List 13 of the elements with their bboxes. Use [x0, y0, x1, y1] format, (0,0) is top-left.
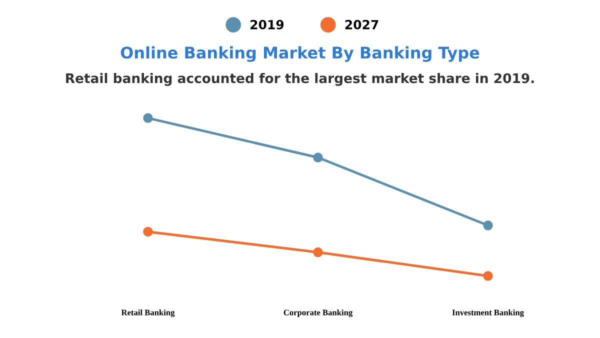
x-tick-label: Corporate Banking — [284, 309, 353, 318]
point — [143, 226, 153, 237]
legend-label: 2019 — [250, 20, 284, 30]
chart-title: Online Banking Market By Banking Type — [120, 46, 480, 62]
point — [483, 271, 493, 281]
legend-label: 2027 — [345, 20, 378, 30]
point — [483, 220, 493, 230]
point — [313, 152, 323, 162]
x-tick-label: Investment Banking — [452, 309, 524, 318]
chart-subtitle: Retail banking accounted for the largest market share in 2019. — [66, 72, 534, 86]
point — [143, 113, 153, 123]
x-tick-label: Retail Banking — [121, 309, 175, 318]
point — [313, 247, 323, 258]
